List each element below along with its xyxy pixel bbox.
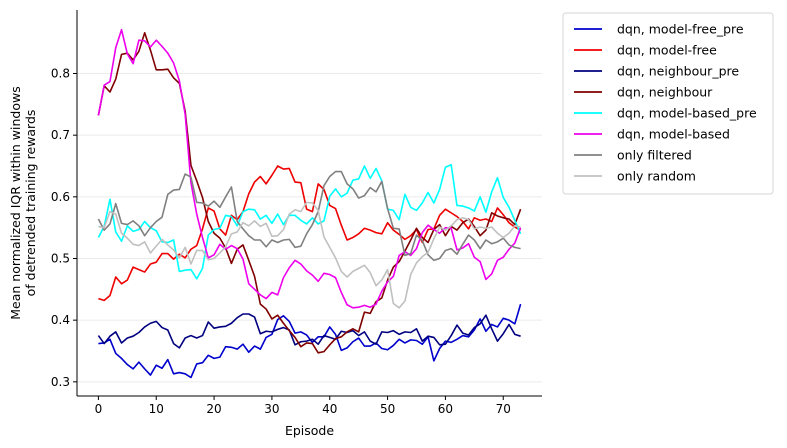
legend-item: only random (574, 169, 696, 184)
y-axis-label-line-2: of detrended training rewards (23, 110, 38, 297)
legend-item: dqn, model-free_pre (574, 22, 744, 37)
x-axis-label: Episode (285, 423, 334, 438)
y-axis-label: Mean normalized IQR within windows of de… (8, 86, 38, 319)
y-tick-label-3: 0.6 (51, 190, 70, 204)
legend-item: dqn, model-based_pre (574, 106, 757, 121)
series-line-7 (98, 201, 521, 309)
y-tick-label-5: 0.8 (51, 67, 70, 81)
legend-label: dqn, model-based_pre (617, 106, 757, 121)
grid-lines (77, 73, 542, 383)
x-tick-label-7: 70 (496, 402, 511, 416)
x-ticks: 0 10 20 30 40 50 60 70 (95, 396, 511, 416)
legend-label: dqn, neighbour (617, 85, 713, 100)
y-tick-label-1: 0.4 (51, 313, 70, 327)
x-tick-label-0: 0 (95, 402, 103, 416)
legend-item: dqn, neighbour (574, 85, 713, 100)
y-tick-label-4: 0.7 (51, 128, 70, 142)
legend-label: dqn, model-free (617, 43, 717, 58)
y-axis-label-line-1: Mean normalized IQR within windows (8, 86, 23, 319)
y-ticks: 0.3 0.4 0.5 0.6 0.7 0.8 (51, 67, 77, 389)
series-line-3 (97, 32, 522, 354)
x-tick-label-1: 10 (149, 402, 164, 416)
series-line-0 (98, 303, 522, 379)
legend-label: only random (617, 169, 696, 184)
series-line-2 (97, 313, 521, 349)
series-line-5 (97, 28, 522, 309)
legend-item: only filtered (574, 148, 692, 163)
legend-item: dqn, model-based (574, 127, 730, 142)
legend: dqn, model-free_pre dqn, model-free dqn, n… (562, 12, 774, 195)
axes (76, 10, 542, 397)
x-tick-label-6: 60 (438, 402, 453, 416)
x-tick-label-2: 20 (206, 402, 221, 416)
legend-label: dqn, model-based (617, 127, 730, 142)
x-tick-label-5: 50 (380, 402, 395, 416)
series-lines (97, 28, 522, 379)
series-line-4 (97, 163, 522, 280)
legend-label: only filtered (617, 148, 692, 163)
x-tick-label-3: 30 (264, 402, 279, 416)
series-line-6 (97, 170, 521, 262)
y-tick-label-2: 0.5 (51, 251, 70, 265)
x-tick-label-4: 40 (322, 402, 337, 416)
legend-label: dqn, neighbour_pre (617, 64, 739, 79)
legend-frame (562, 12, 774, 195)
series-line-1 (98, 165, 521, 302)
y-tick-label-0: 0.3 (51, 375, 70, 389)
legend-label: dqn, model-free_pre (617, 22, 744, 37)
legend-item: dqn, neighbour_pre (574, 64, 739, 79)
legend-item: dqn, model-free (574, 43, 717, 58)
